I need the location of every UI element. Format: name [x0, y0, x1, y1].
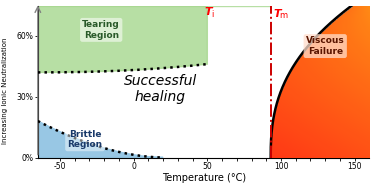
Text: Increasing Ionic Neutralization: Increasing Ionic Neutralization [2, 37, 8, 144]
Text: m: m [279, 11, 288, 20]
X-axis label: Temperature (°C): Temperature (°C) [162, 174, 246, 184]
Text: Brittle
Region: Brittle Region [68, 130, 103, 149]
Text: i: i [211, 10, 213, 19]
Text: Tearing
Region: Tearing Region [82, 20, 120, 40]
Polygon shape [38, 121, 163, 157]
Polygon shape [38, 121, 163, 157]
Text: Successful
healing: Successful healing [123, 74, 197, 104]
Polygon shape [38, 5, 207, 72]
Text: T: T [204, 7, 212, 17]
Text: T: T [274, 9, 281, 19]
Text: Viscous
Failure: Viscous Failure [306, 36, 345, 56]
